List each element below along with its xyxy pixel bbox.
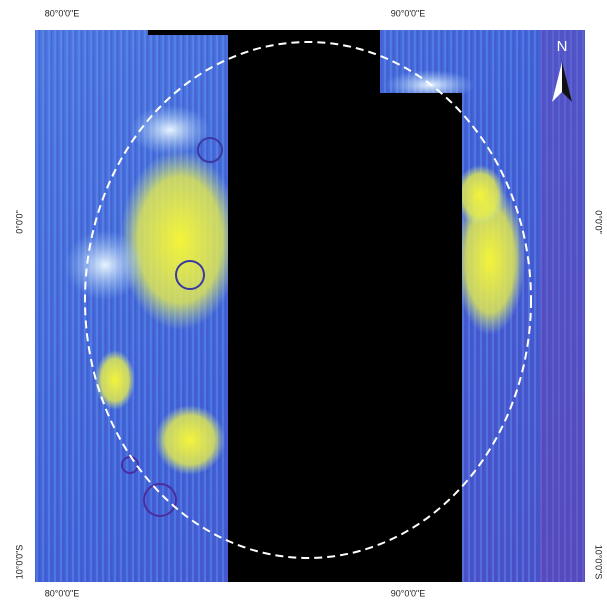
top-label: 90°0'0"E xyxy=(391,8,426,18)
left-label: 0°0'0" xyxy=(14,210,24,234)
right-label: 0°0'0" xyxy=(594,210,604,234)
bottom-label: 90°0'0"E xyxy=(391,588,426,598)
top-label: 80°0'0"E xyxy=(45,8,80,18)
map-image xyxy=(35,30,585,582)
map-figure: N 80°0'0"E 90°0'0"E 80°0'0"E 90°0'0"E 0°… xyxy=(0,0,607,602)
page: {"map": { "top_labels": ["80°0'0\"E", "9… xyxy=(0,0,607,602)
right-label: 10°0'0"S xyxy=(594,545,604,580)
left-label: 10°0'0"S xyxy=(14,545,24,580)
north-label: N xyxy=(557,38,568,55)
bottom-label: 80°0'0"E xyxy=(45,588,80,598)
